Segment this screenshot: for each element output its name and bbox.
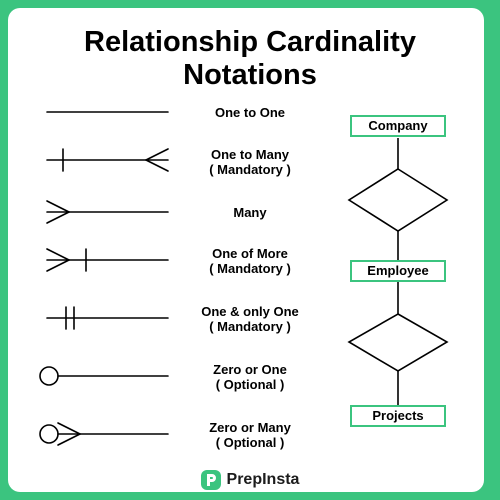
entity-label: Projects: [372, 408, 424, 423]
label-line: Zero or One: [213, 362, 287, 377]
one-to-many-symbol: [46, 148, 169, 172]
entity-company: Company: [350, 115, 446, 137]
label-line: ( Optional ): [215, 377, 285, 392]
label-line: One to One: [214, 105, 286, 120]
label-zero-or-one: Zero or One ( Optional ): [170, 362, 330, 392]
label-line: ( Mandatory ): [209, 261, 291, 276]
label-one-to-one: One to One: [170, 105, 330, 120]
zero-or-many-symbol: [39, 422, 169, 446]
label-line: Many: [233, 205, 267, 220]
footer-brand: PrepInsta: [0, 468, 500, 492]
many-symbol: [46, 200, 169, 224]
one-or-more-symbol: [46, 248, 169, 272]
label-many: Many: [170, 205, 330, 220]
label-line: One & only One: [201, 304, 299, 319]
label-one-or-more: One of More ( Mandatory ): [170, 246, 330, 276]
label-line: Zero or Many: [209, 420, 291, 435]
entity-projects: Projects: [350, 405, 446, 427]
label-line: One of More: [212, 246, 288, 261]
title-line-1: Relationship Cardinality: [84, 26, 416, 58]
entity-employee: Employee: [350, 260, 446, 282]
label-zero-or-many: Zero or Many ( Optional ): [170, 420, 330, 450]
label-line: ( Mandatory ): [209, 319, 291, 334]
label-line: One to Many: [210, 147, 289, 162]
relationship-diamond: [347, 313, 449, 372]
prepinsta-logo-icon: [200, 470, 221, 490]
relationship-diamond: [347, 168, 449, 232]
label-line: ( Optional ): [215, 435, 285, 450]
page-title: Relationship Cardinality Notations: [0, 26, 500, 92]
one-and-only-one-symbol: [46, 306, 169, 330]
entity-label: Employee: [367, 263, 429, 278]
brand-name: PrepInsta: [226, 471, 300, 488]
title-line-2: Notations: [183, 59, 317, 91]
label-line: ( Mandatory ): [209, 162, 291, 177]
label-one-and-only-one: One & only One ( Mandatory ): [170, 304, 330, 334]
entity-label: Company: [368, 118, 428, 133]
label-one-to-many: One to Many ( Mandatory ): [170, 147, 330, 177]
zero-or-one-symbol: [39, 366, 169, 386]
